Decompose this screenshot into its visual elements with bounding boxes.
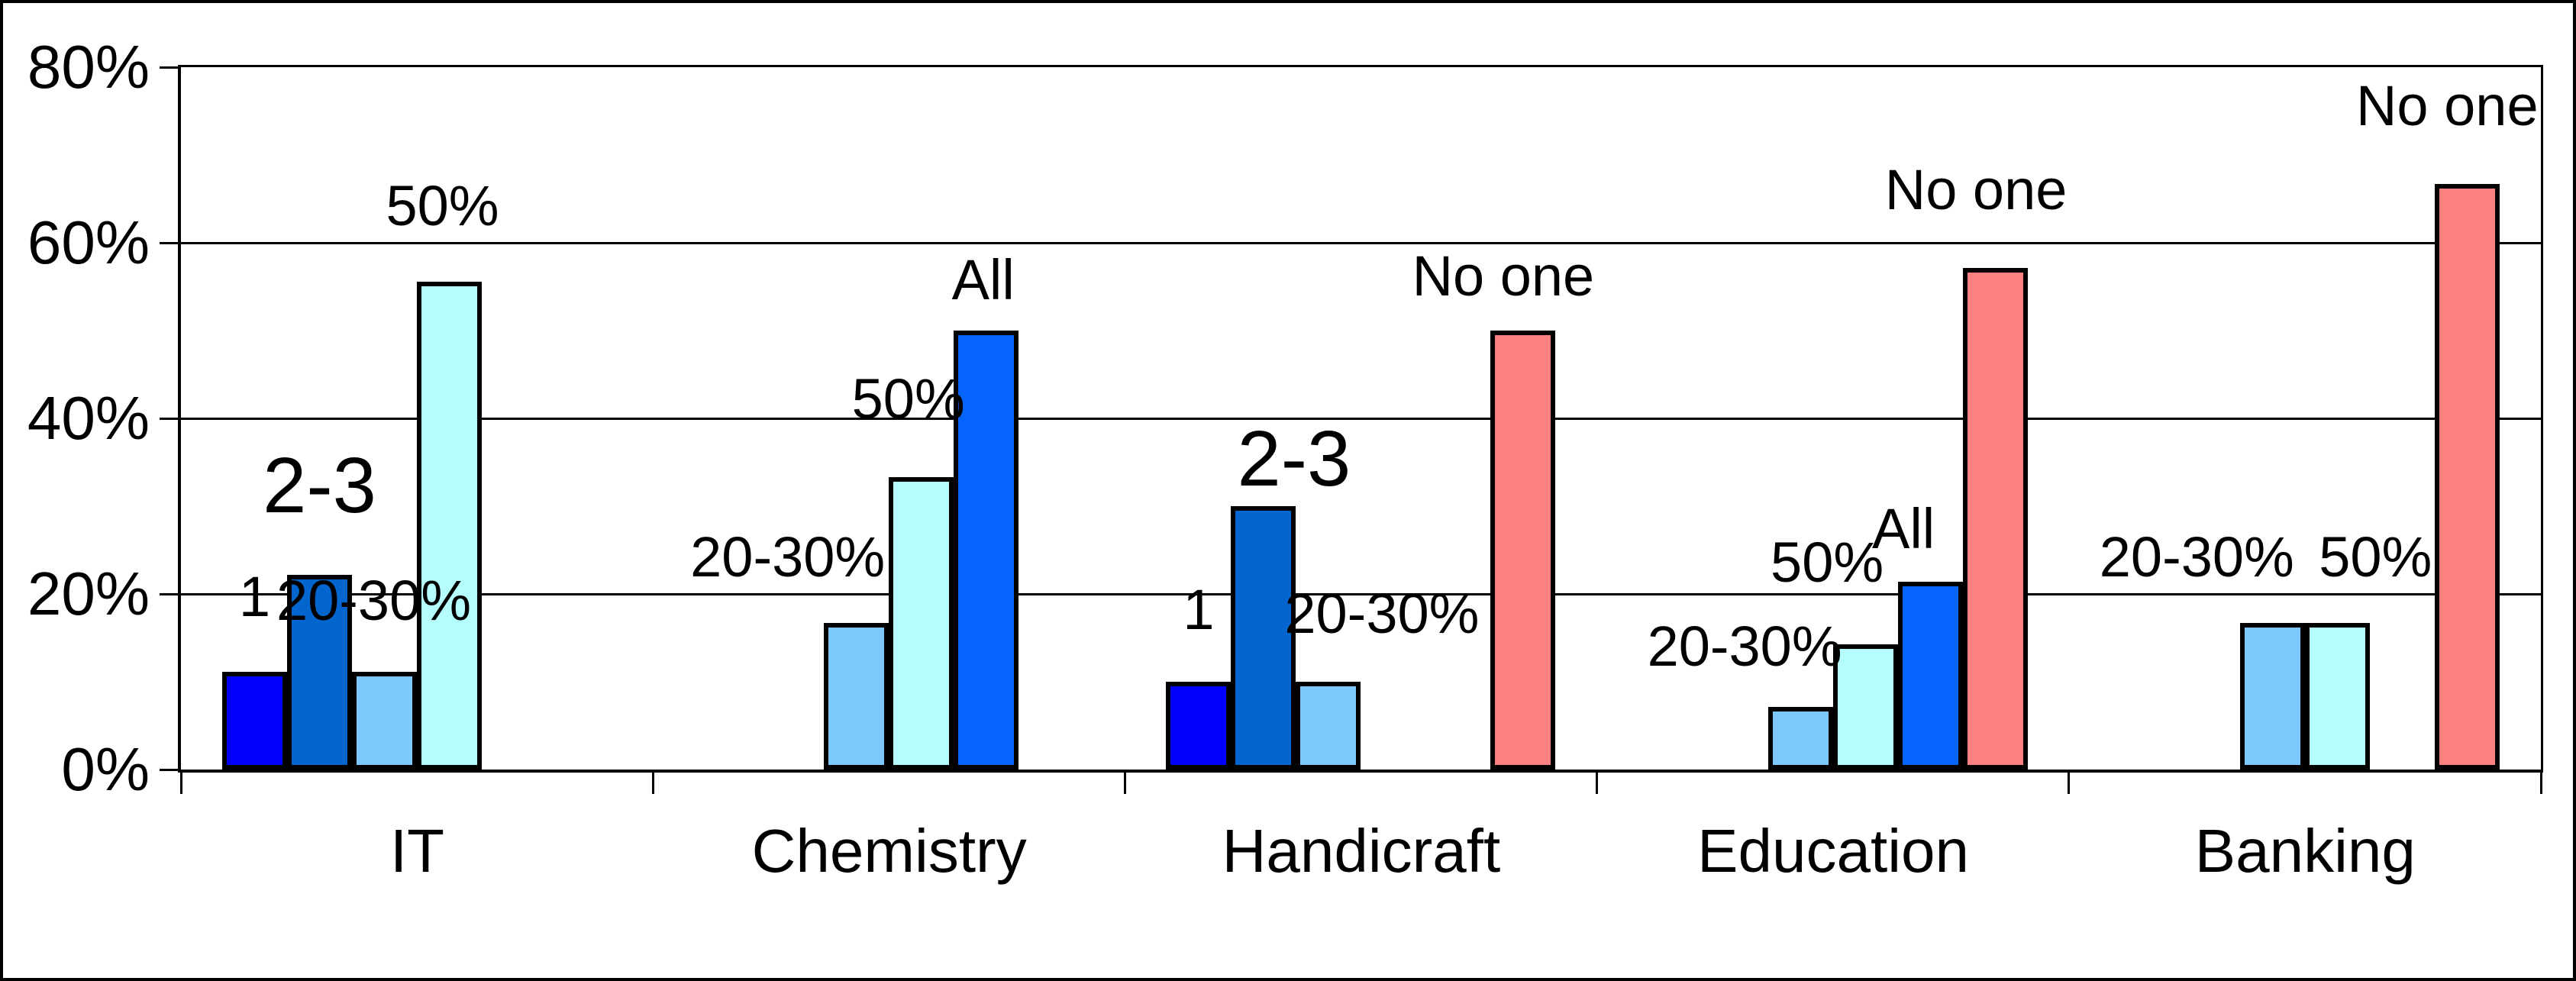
category-label: Handicraft [1222,817,1501,885]
y-axis-tick [160,768,179,771]
bar-label: 50% [2319,524,2432,589]
bar-label: 50% [851,367,965,431]
plot-area: 1 2-3 20-30% 50% 20-30% 50% All 1 2-3 20-30% No on… [178,65,2543,773]
bar-label: No one [2355,73,2539,137]
bar-label: 50% [1771,530,1884,594]
bar [1767,707,1833,770]
y-axis-tick [160,592,179,595]
y-axis-tick [160,66,179,69]
bar [2304,622,2370,770]
category-label: Banking [2194,817,2416,885]
gridline [181,417,2541,420]
bar [1490,331,1556,770]
y-axis-tick-label: 40% [27,384,150,452]
bar-label: 2-3 [263,440,376,529]
gridline [181,592,2541,595]
bar-label: 1 [1183,578,1215,641]
bar-label: 20-30% [276,569,472,633]
bar [2239,622,2305,770]
bar [889,477,954,770]
bar-label: 20-30% [1647,615,1842,679]
x-axis-tick [2068,770,2071,794]
x-axis-tick [651,770,654,794]
x-axis-tick [1596,770,1599,794]
y-axis-tick-label: 60% [27,208,150,276]
x-axis-tick [1123,770,1126,794]
category-label: Education [1697,817,1969,885]
bar [1962,268,2028,770]
bar-label: 2-3 [1237,415,1351,502]
bar [417,281,482,770]
category-label: Chemistry [751,817,1027,885]
bar-label: 20-30% [690,524,886,589]
bar-label: All [1871,496,1935,560]
bar-label: No one [1884,158,2068,222]
y-axis-tick [160,241,179,244]
bar [1897,581,1963,770]
y-axis-tick [160,417,179,420]
bar [954,331,1019,770]
bar [222,672,287,770]
bar [824,622,889,770]
category-label: IT [389,817,445,885]
bar-label: 20-30% [2099,524,2294,589]
y-axis-tick-label: 20% [27,560,150,628]
bar [352,672,417,770]
x-axis-tick [179,770,182,794]
bar [1296,682,1361,770]
x-axis-tick [2539,770,2542,794]
gridline [181,241,2541,244]
bar-label: 1 [238,565,271,629]
bar-label: 20-30% [1284,582,1480,645]
y-axis-tick-label: 80% [27,33,150,101]
bar [2434,183,2500,770]
bar-label: 50% [386,173,499,237]
bar [287,574,352,770]
bar [1231,506,1296,770]
bar [1166,682,1232,770]
bar-label: No one [1412,244,1595,308]
bar [1832,644,1898,770]
y-axis-tick-label: 0% [61,735,150,803]
bar-label: All [951,248,1015,311]
